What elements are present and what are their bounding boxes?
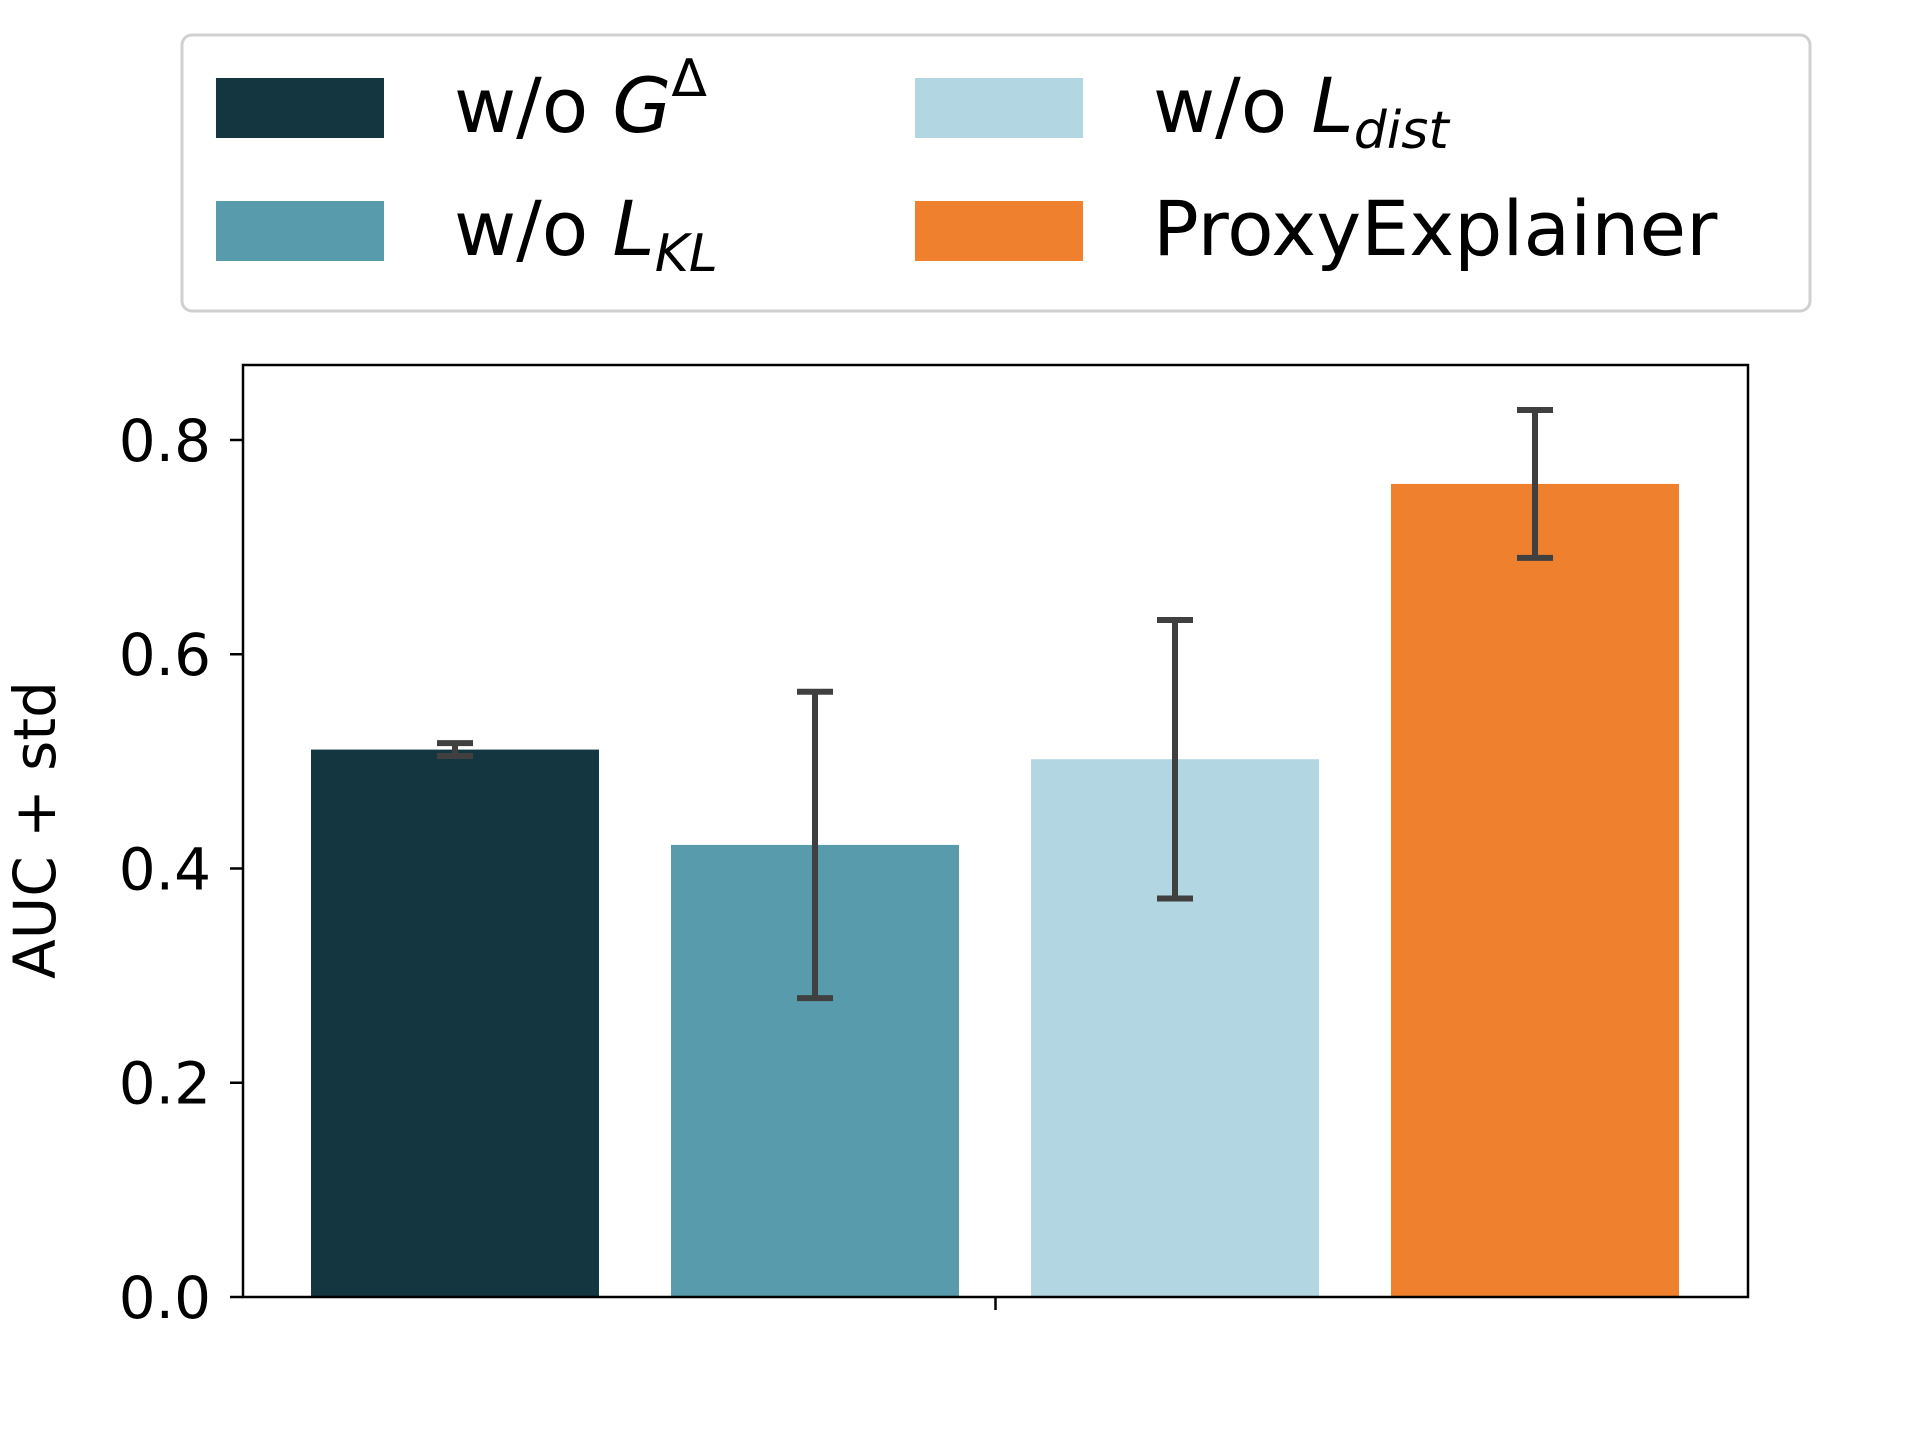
legend-swatch	[915, 78, 1083, 138]
bar-1	[311, 749, 599, 1297]
plot-area: 0.0 0.2 0.4 0.6 0.8	[119, 363, 1750, 1332]
error-bar-3	[1157, 616, 1193, 902]
y-tick-label: 0.4	[119, 835, 211, 903]
y-tick-label: 0.8	[119, 407, 211, 475]
legend-label: w/o LKL	[454, 184, 718, 284]
legend-label: w/o GΔ	[454, 49, 707, 150]
legend-entry-2: w/o LKL	[216, 184, 718, 284]
error-bar-2	[797, 688, 833, 1002]
legend: w/o GΔ w/o LKL w/o Ldist ProxyExplainer	[180, 33, 1812, 313]
legend-swatch	[216, 201, 384, 261]
error-bar-4	[1517, 406, 1553, 561]
error-bar-1	[437, 740, 473, 760]
bar-4	[1391, 483, 1679, 1297]
y-tick-label: 0.2	[119, 1050, 211, 1118]
legend-swatch	[915, 201, 1083, 261]
legend-label: ProxyExplainer	[1153, 184, 1718, 273]
y-tick-label: 0.6	[119, 621, 211, 689]
legend-label: w/o Ldist	[1153, 61, 1450, 161]
legend-entry-4: ProxyExplainer	[915, 184, 1718, 273]
legend-frame	[180, 33, 1812, 313]
y-axis-label: AUC + std	[1, 681, 69, 979]
y-tick-label: 0.0	[119, 1264, 211, 1332]
legend-entry-3: w/o Ldist	[915, 61, 1450, 161]
legend-swatch	[216, 78, 384, 138]
legend-entry-1: w/o GΔ	[216, 49, 707, 150]
